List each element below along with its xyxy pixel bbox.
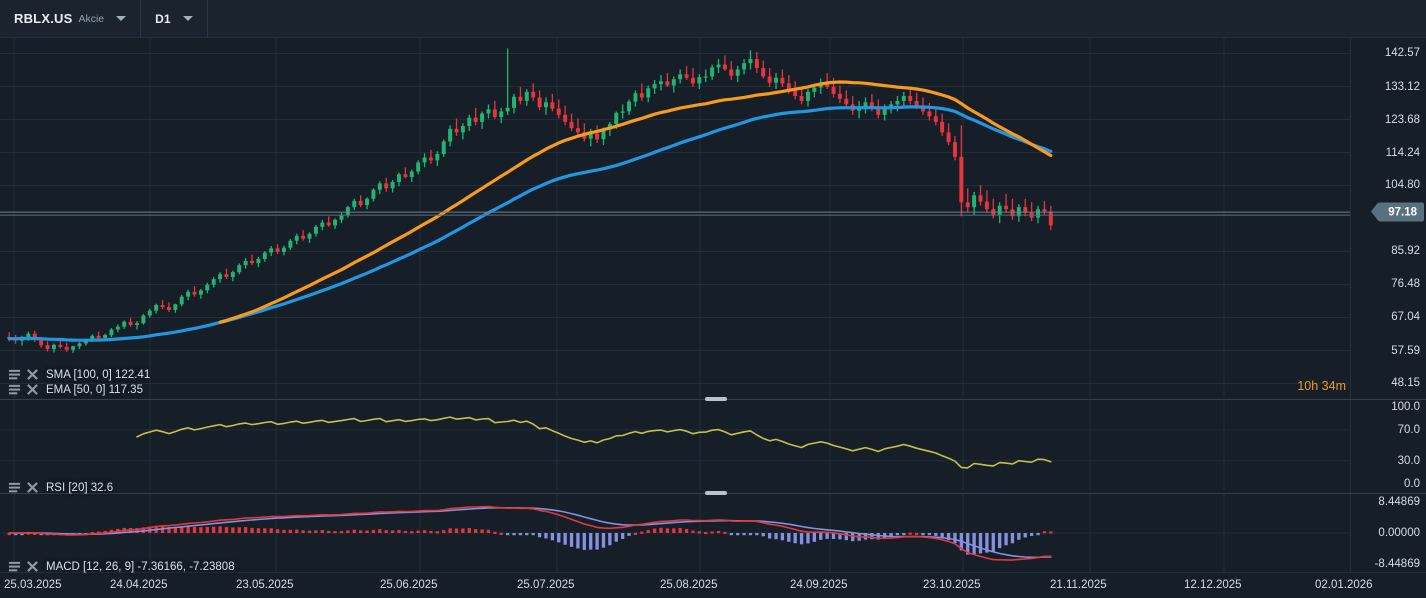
price-chart-pane[interactable] xyxy=(0,38,1350,398)
macd-chart-pane[interactable] xyxy=(0,494,1350,572)
settings-icon[interactable] xyxy=(8,368,21,381)
top-toolbar: RBLX.US Akcie D1 xyxy=(0,0,1426,38)
legend-macd[interactable]: MACD [12, 26, 9] -7.36166, -7.23808 xyxy=(8,560,235,573)
price-axis-label-9: 48.15 xyxy=(1391,377,1420,390)
price-axis-label-5: 85.92 xyxy=(1391,245,1420,258)
price-axis[interactable]: 142.57 133.12 123.68 114.24 104.80 85.92 76.48… xyxy=(1350,38,1426,572)
chevron-down-icon xyxy=(116,16,127,21)
time-axis-label-1: 24.04.2025 xyxy=(110,579,168,591)
time-axis-label-9: 12.12.2025 xyxy=(1184,579,1242,591)
macd-axis-label-0: 8.44869 xyxy=(1378,496,1420,508)
rsi-axis-label-2: 30.0 xyxy=(1397,454,1420,467)
rsi-chart-svg[interactable] xyxy=(0,400,1350,490)
time-axis-label-3: 25.06.2025 xyxy=(380,579,438,591)
close-icon[interactable] xyxy=(26,560,39,573)
time-axis-label-8: 21.11.2025 xyxy=(1050,579,1107,591)
rsi-axis-label-1: 70.0 xyxy=(1397,423,1420,436)
settings-icon[interactable] xyxy=(8,383,21,396)
settings-icon[interactable] xyxy=(8,560,21,573)
close-icon[interactable] xyxy=(26,368,39,381)
price-chart-svg[interactable] xyxy=(0,38,1350,398)
timeframe-selector[interactable]: D1 xyxy=(141,0,208,38)
time-axis[interactable]: 25.03.2025 24.04.2025 23.05.2025 25.06.2025… xyxy=(0,572,1426,598)
current-price-tag: 97.18 xyxy=(1371,202,1424,222)
bar-countdown: 10h 34m xyxy=(1297,379,1346,393)
symbol-type-label: Akcie xyxy=(78,12,105,25)
legend-sma[interactable]: SMA [100, 0] 122.41 xyxy=(8,368,150,381)
price-axis-label-8: 57.59 xyxy=(1391,344,1420,357)
price-axis-label-7: 67.04 xyxy=(1391,311,1420,324)
legend-sma-label: SMA [100, 0] 122.41 xyxy=(46,368,151,381)
close-icon[interactable] xyxy=(26,383,39,396)
price-axis-label-2: 123.68 xyxy=(1384,113,1420,126)
legend-rsi-label: RSI [20] 32.6 xyxy=(46,481,114,494)
legend-rsi[interactable]: RSI [20] 32.6 xyxy=(8,481,113,494)
rsi-chart-pane[interactable] xyxy=(0,400,1350,490)
legend-ema-label: EMA [50, 0] 117.35 xyxy=(46,383,143,396)
pane-resize-handle-macd[interactable] xyxy=(705,491,727,495)
symbol-selector[interactable]: RBLX.US Akcie xyxy=(0,0,142,38)
chevron-down-icon xyxy=(182,16,193,21)
settings-icon[interactable] xyxy=(8,481,21,494)
legend-macd-label: MACD [12, 26, 9] -7.36166, -7.23808 xyxy=(46,560,235,573)
time-axis-label-0: 25.03.2025 xyxy=(4,579,62,591)
timeframe-label: D1 xyxy=(155,11,171,26)
countdown-minutes: 34m xyxy=(1321,379,1346,393)
rsi-axis-label-3: 0.0 xyxy=(1404,478,1420,490)
price-axis-label-0: 142.57 xyxy=(1384,47,1420,60)
time-axis-label-10: 02.01.2026 xyxy=(1315,579,1373,591)
symbol-name: RBLX.US xyxy=(14,11,73,26)
time-axis-label-6: 24.09.2025 xyxy=(790,579,848,591)
price-axis-label-3: 114.24 xyxy=(1385,146,1420,159)
countdown-hours: 10h xyxy=(1297,379,1319,393)
macd-chart-svg[interactable] xyxy=(0,494,1350,572)
macd-axis-label-1: 0.00000 xyxy=(1378,527,1420,539)
close-icon[interactable] xyxy=(26,481,39,494)
time-axis-label-4: 25.07.2025 xyxy=(517,579,575,591)
price-axis-label-6: 76.48 xyxy=(1391,278,1420,291)
price-axis-label-1: 133.12 xyxy=(1384,80,1420,93)
time-axis-label-2: 23.05.2025 xyxy=(236,579,294,591)
pane-resize-handle-rsi[interactable] xyxy=(705,397,727,401)
macd-axis-label-2: -8.44869 xyxy=(1374,558,1420,570)
time-axis-label-5: 25.08.2025 xyxy=(660,579,718,591)
rsi-axis-label-0: 100.0 xyxy=(1391,400,1420,413)
time-axis-label-7: 23.10.2025 xyxy=(923,579,981,591)
legend-ema[interactable]: EMA [50, 0] 117.35 xyxy=(8,383,143,396)
price-axis-label-4: 104.80 xyxy=(1384,179,1420,192)
